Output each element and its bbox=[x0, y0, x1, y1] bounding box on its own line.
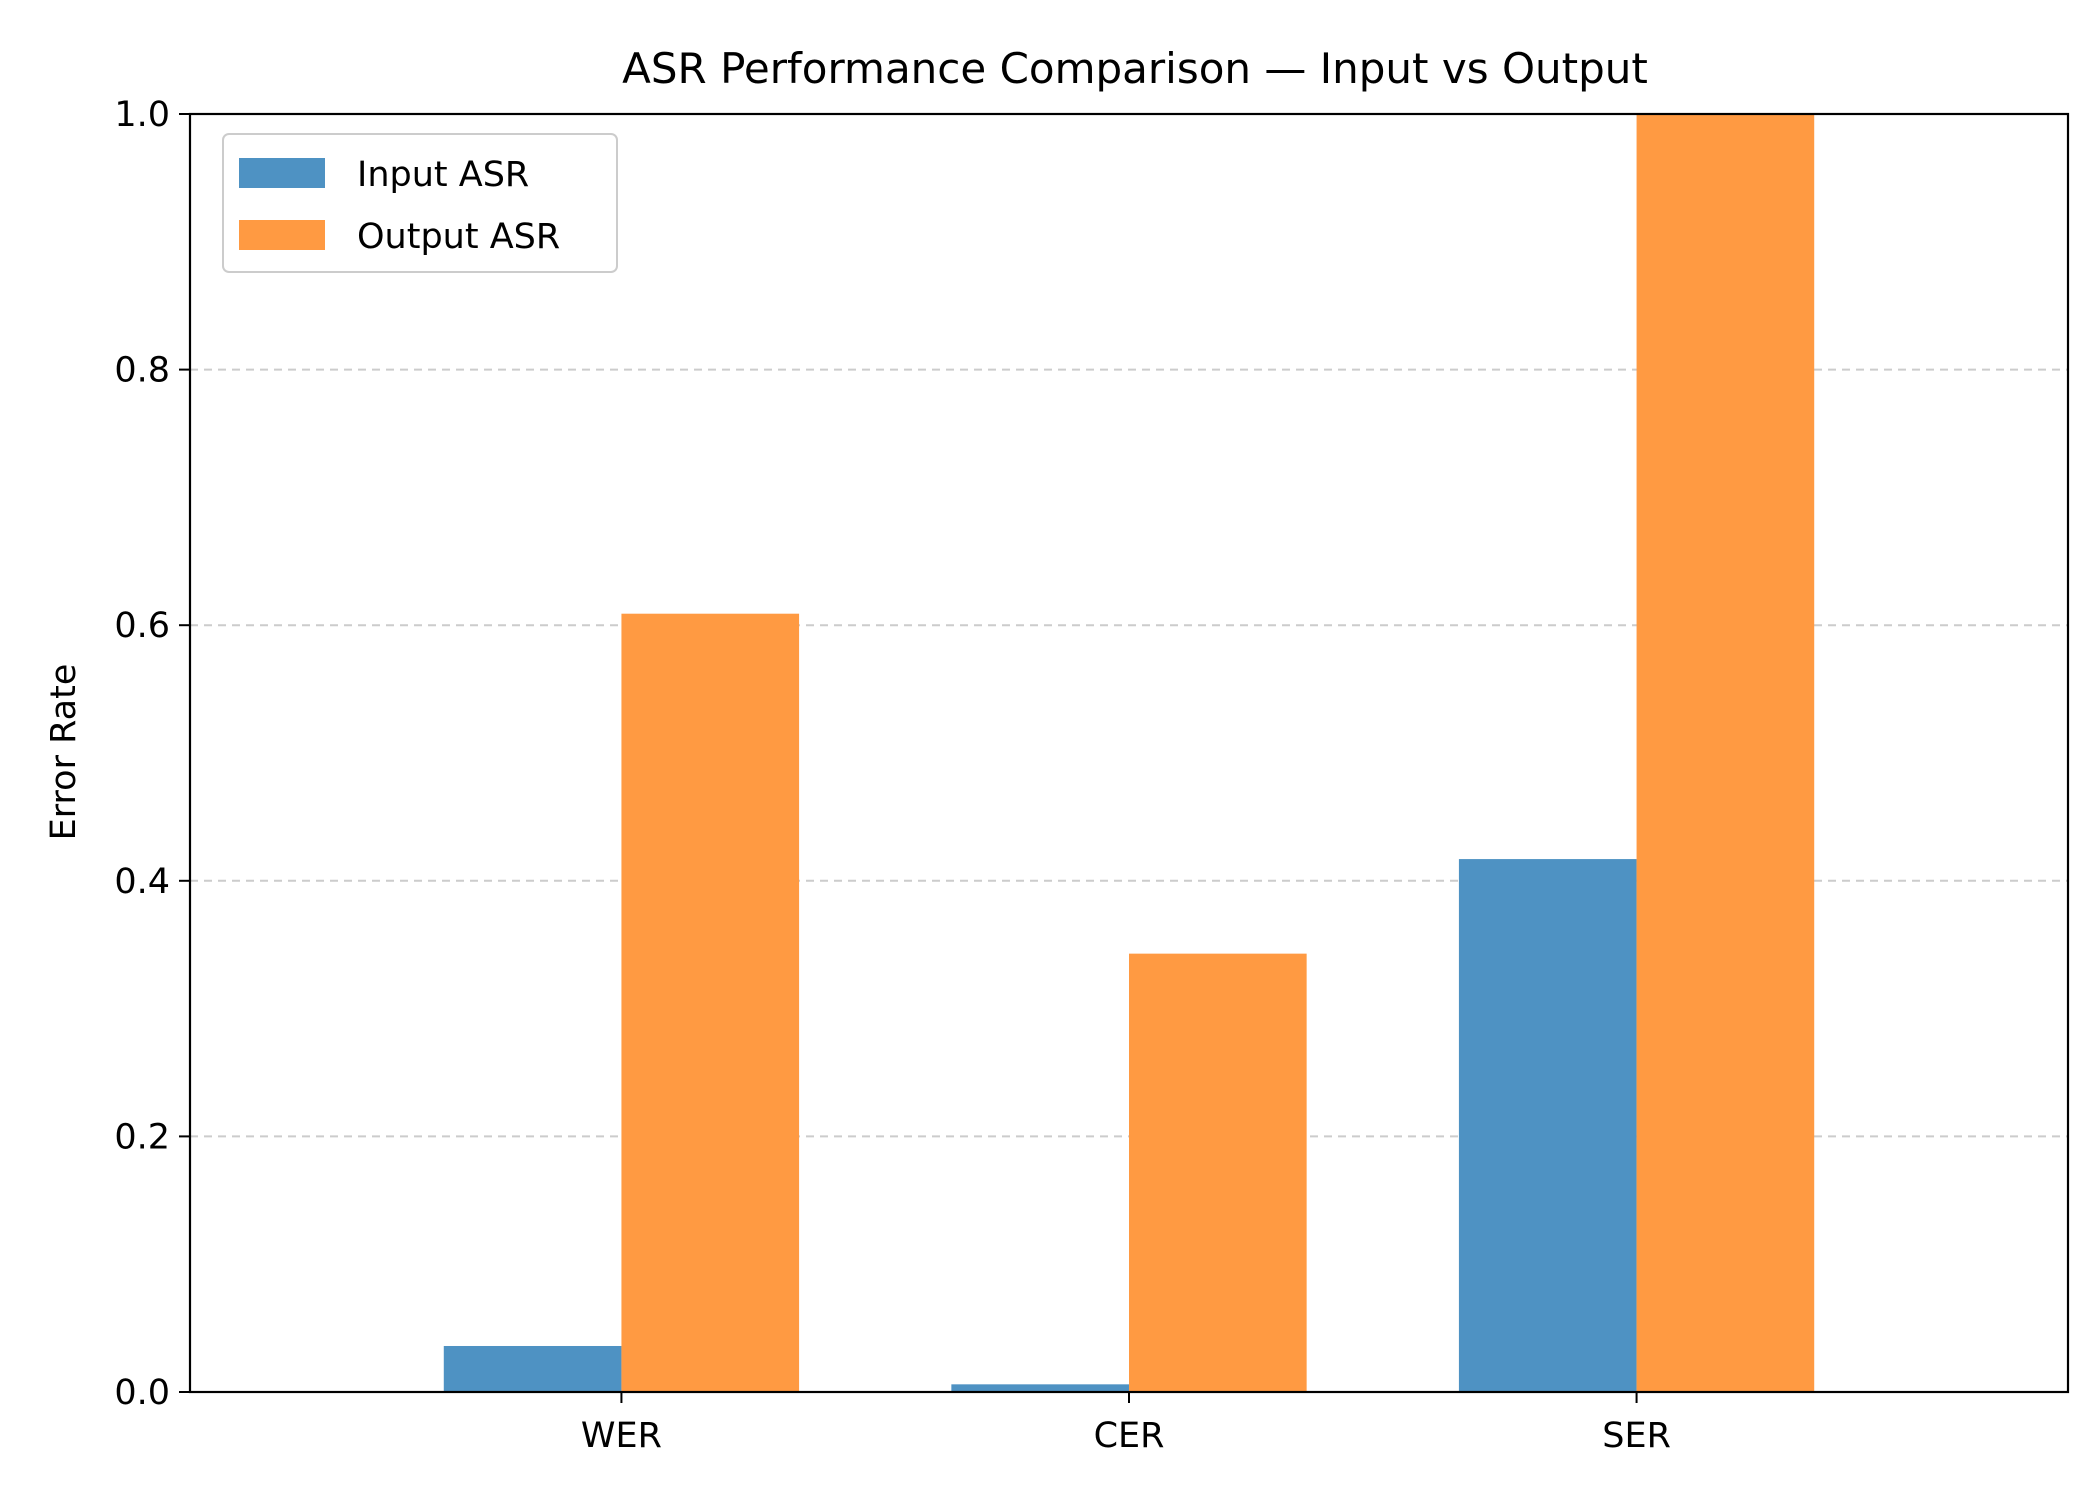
y-axis-ticks: 0.0 0.2 0.4 0.6 0.8 1.0 bbox=[114, 95, 190, 1413]
y-tick-label: 0.8 bbox=[114, 351, 170, 391]
y-tick-label: 0.4 bbox=[114, 862, 170, 902]
y-tick-label: 0.2 bbox=[114, 1117, 170, 1157]
bars bbox=[443, 114, 1815, 1392]
y-axis-label: Error Rate bbox=[44, 664, 84, 841]
x-axis-ticks: WER CER SER bbox=[581, 1392, 1671, 1456]
legend-label-output-asr: Output ASR bbox=[357, 217, 560, 257]
chart-title: ASR Performance Comparison — Input vs Ou… bbox=[622, 44, 1648, 93]
bar-output-asr-wer bbox=[621, 613, 800, 1392]
y-tick-label: 0.0 bbox=[114, 1373, 170, 1413]
legend-swatch-input-asr bbox=[239, 158, 325, 188]
y-tick-label: 1.0 bbox=[114, 95, 170, 135]
bar-input-asr-ser bbox=[1458, 859, 1637, 1392]
bar-output-asr-ser bbox=[1636, 114, 1815, 1392]
legend-swatch-output-asr bbox=[239, 220, 325, 250]
bar-input-asr-wer bbox=[443, 1345, 622, 1392]
bar-output-asr-cer bbox=[1129, 953, 1307, 1392]
legend: Input ASR Output ASR bbox=[222, 133, 618, 273]
x-tick-label-ser: SER bbox=[1602, 1416, 1671, 1456]
x-tick-label-wer: WER bbox=[581, 1416, 662, 1456]
bar-input-asr-cer bbox=[951, 1384, 1129, 1392]
legend-label-input-asr: Input ASR bbox=[357, 155, 529, 195]
x-tick-label-cer: CER bbox=[1094, 1416, 1165, 1456]
y-tick-label: 0.6 bbox=[114, 606, 170, 646]
